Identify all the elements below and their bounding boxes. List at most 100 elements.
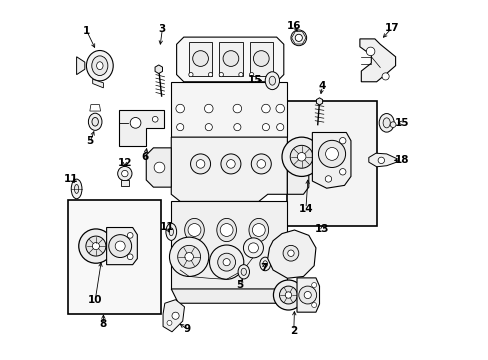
Polygon shape — [121, 180, 129, 186]
Polygon shape — [368, 153, 396, 167]
Text: 9: 9 — [183, 324, 190, 334]
Circle shape — [275, 104, 284, 113]
Text: 15: 15 — [247, 75, 262, 85]
Circle shape — [366, 47, 374, 56]
Circle shape — [389, 122, 395, 127]
Circle shape — [279, 286, 297, 304]
Circle shape — [243, 238, 263, 258]
Circle shape — [172, 312, 179, 319]
Text: 18: 18 — [394, 156, 408, 165]
Circle shape — [220, 224, 233, 237]
Circle shape — [287, 250, 294, 256]
Bar — [189, 42, 212, 76]
Polygon shape — [106, 228, 137, 265]
Bar — [249, 42, 272, 76]
Circle shape — [208, 72, 212, 77]
Circle shape — [92, 243, 99, 249]
Circle shape — [290, 30, 306, 46]
Circle shape — [248, 243, 258, 253]
Text: 4: 4 — [318, 81, 325, 91]
Polygon shape — [90, 105, 101, 111]
Circle shape — [261, 104, 270, 113]
Circle shape — [219, 72, 223, 77]
Circle shape — [290, 145, 312, 168]
Circle shape — [295, 34, 302, 41]
Polygon shape — [171, 137, 287, 202]
Circle shape — [257, 159, 265, 168]
Circle shape — [176, 123, 183, 131]
Circle shape — [196, 159, 204, 168]
Circle shape — [127, 233, 133, 238]
Polygon shape — [155, 65, 162, 73]
Text: 16: 16 — [286, 21, 301, 31]
Circle shape — [108, 235, 131, 257]
Polygon shape — [171, 289, 287, 303]
Ellipse shape — [263, 261, 267, 267]
Ellipse shape — [86, 50, 113, 81]
Circle shape — [298, 286, 316, 304]
Polygon shape — [296, 278, 319, 312]
Circle shape — [339, 138, 345, 144]
Circle shape — [318, 140, 345, 167]
Circle shape — [130, 117, 141, 128]
Circle shape — [127, 254, 133, 260]
Circle shape — [238, 72, 243, 77]
Circle shape — [262, 123, 269, 131]
Circle shape — [204, 104, 213, 113]
Circle shape — [253, 51, 268, 66]
Circle shape — [152, 116, 158, 122]
Circle shape — [381, 73, 388, 80]
Circle shape — [325, 148, 338, 160]
Ellipse shape — [92, 117, 98, 126]
Ellipse shape — [259, 257, 270, 271]
Polygon shape — [316, 98, 322, 105]
Circle shape — [118, 166, 132, 181]
Polygon shape — [359, 39, 395, 82]
Text: 13: 13 — [314, 224, 329, 234]
Ellipse shape — [92, 56, 108, 76]
Polygon shape — [77, 57, 84, 75]
Polygon shape — [176, 37, 283, 82]
Circle shape — [188, 224, 201, 237]
Circle shape — [311, 302, 316, 307]
Ellipse shape — [382, 118, 389, 128]
Circle shape — [166, 320, 172, 325]
Circle shape — [297, 153, 305, 161]
Text: 7: 7 — [260, 262, 267, 273]
Circle shape — [184, 252, 193, 261]
Ellipse shape — [169, 228, 173, 236]
Circle shape — [304, 292, 311, 298]
Ellipse shape — [88, 113, 102, 130]
Polygon shape — [267, 230, 315, 278]
Circle shape — [252, 224, 264, 237]
Circle shape — [285, 292, 291, 298]
Ellipse shape — [216, 219, 236, 242]
Polygon shape — [146, 148, 171, 187]
Circle shape — [283, 246, 298, 261]
Circle shape — [268, 72, 273, 77]
Text: 17: 17 — [384, 23, 398, 33]
Text: 10: 10 — [88, 296, 102, 305]
Text: 11: 11 — [64, 174, 79, 184]
Bar — [67, 200, 160, 314]
Text: 2: 2 — [289, 326, 297, 336]
Text: 15: 15 — [394, 118, 408, 128]
Ellipse shape — [378, 113, 393, 132]
Ellipse shape — [268, 76, 275, 85]
Circle shape — [192, 51, 208, 66]
Circle shape — [233, 123, 241, 131]
Ellipse shape — [184, 219, 204, 242]
Ellipse shape — [241, 268, 246, 275]
Circle shape — [188, 72, 193, 77]
Circle shape — [115, 241, 125, 251]
Ellipse shape — [248, 219, 268, 242]
Ellipse shape — [71, 179, 82, 199]
Ellipse shape — [97, 62, 103, 69]
Ellipse shape — [74, 184, 79, 193]
Text: 14: 14 — [298, 203, 313, 213]
Circle shape — [251, 154, 271, 174]
Circle shape — [311, 283, 316, 288]
Circle shape — [223, 258, 230, 266]
Text: 1: 1 — [83, 26, 90, 36]
Text: 6: 6 — [142, 152, 148, 162]
